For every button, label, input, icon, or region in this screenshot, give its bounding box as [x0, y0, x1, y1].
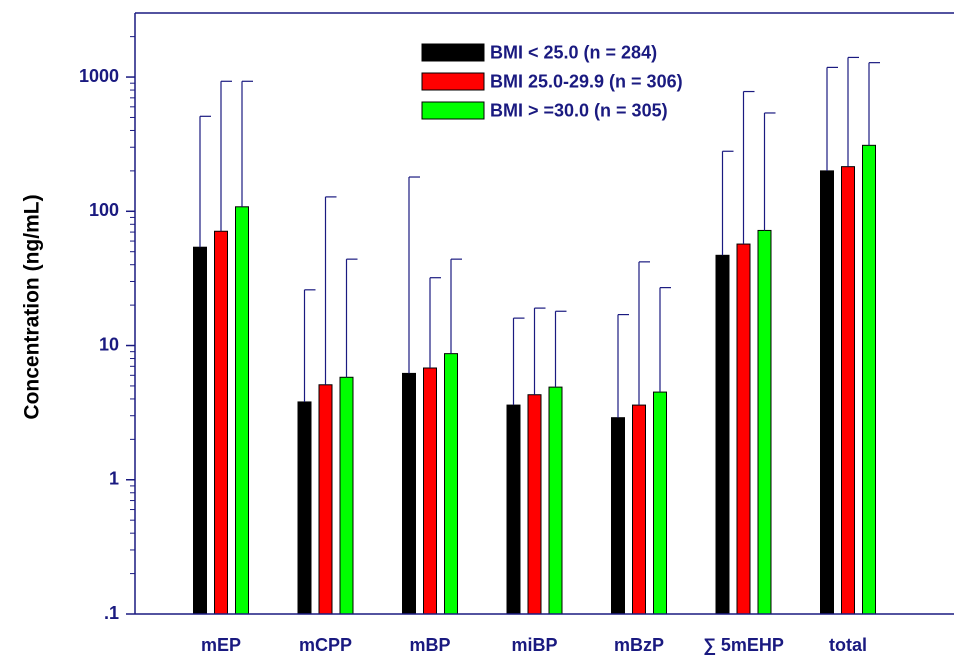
x-labels-layer: mEP mCPP mBP miBP mBzP ∑ 5mEHP total — [201, 635, 867, 655]
y-tick-label: 1000 — [79, 66, 119, 86]
y-tick-label: 100 — [89, 200, 119, 220]
x-tick-label: total — [829, 635, 867, 655]
bar — [862, 144, 876, 615]
axes-layer — [134, 12, 954, 615]
legend-label: BMI > =30.0 (n = 305) — [490, 100, 668, 120]
legend-swatch — [421, 72, 485, 91]
legend-label: BMI 25.0-29.9 (n = 306) — [490, 71, 683, 91]
x-tick-label: mCPP — [299, 635, 352, 655]
x-tick-label: miBP — [511, 635, 557, 655]
bar — [193, 246, 207, 615]
bars-layer — [193, 144, 876, 615]
bar — [297, 401, 312, 615]
y-ticks-layer: .1 1 10 100 1000 — [79, 36, 135, 623]
bar — [214, 230, 228, 615]
bar — [611, 417, 625, 615]
y-tick-label: 10 — [99, 334, 119, 354]
bar — [339, 376, 354, 615]
bar — [444, 353, 458, 615]
bar — [318, 384, 333, 615]
bar — [548, 386, 563, 615]
y-tick-label: .1 — [104, 603, 119, 623]
y-tick-label: 1 — [109, 469, 119, 489]
x-tick-label: mBzP — [614, 635, 664, 655]
error-bars-layer — [199, 56, 880, 418]
legend-swatch — [421, 101, 485, 120]
x-tick-label: mEP — [201, 635, 241, 655]
bar — [653, 391, 667, 615]
bar — [527, 394, 542, 615]
bar — [820, 170, 834, 615]
bar — [632, 404, 646, 615]
bar — [402, 372, 416, 615]
bar — [757, 229, 772, 615]
x-tick-label: mBP — [409, 635, 450, 655]
x-tick-label: ∑ 5mEHP — [703, 635, 784, 655]
y-axis-label: Concentration (ng/mL) — [21, 194, 44, 419]
bar — [715, 254, 730, 615]
bar — [235, 206, 249, 615]
bar — [736, 243, 751, 615]
bar — [841, 166, 855, 615]
bar — [423, 367, 437, 615]
legend-label: BMI < 25.0 (n = 284) — [490, 42, 657, 62]
legend: BMI < 25.0 (n = 284) BMI 25.0-29.9 (n = 3… — [421, 42, 683, 120]
legend-swatch — [421, 43, 485, 62]
bar — [506, 404, 521, 615]
